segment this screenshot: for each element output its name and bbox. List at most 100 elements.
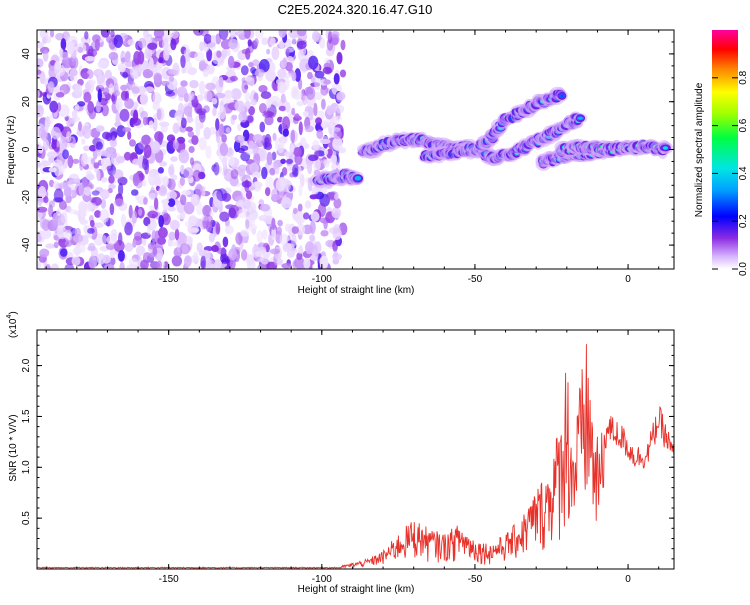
noise-blob: [66, 131, 72, 143]
noise-blob: [122, 71, 129, 79]
noise-blob: [183, 105, 193, 117]
noise-blob: [118, 64, 126, 73]
noise-blob: [211, 245, 219, 252]
noise-blob: [218, 76, 224, 88]
noise-blob: [62, 149, 69, 160]
noise-blob: [237, 123, 242, 132]
noise-blob: [240, 151, 251, 162]
noise-blob: [37, 261, 42, 269]
noise-blob: [209, 210, 215, 218]
noise-blob: [221, 48, 228, 59]
noise-blob: [163, 48, 170, 61]
noise-blob: [304, 200, 312, 209]
noise-blob: [238, 111, 248, 123]
noise-blob: [157, 167, 164, 174]
noise-blob: [298, 184, 303, 197]
signal-ridge: [553, 138, 674, 159]
noise-blob: [302, 111, 309, 117]
noise-blob: [309, 234, 316, 242]
noise-blob: [40, 229, 52, 240]
noise-blob: [42, 49, 49, 62]
noise-blob: [101, 177, 108, 183]
noise-blob: [37, 69, 42, 75]
noise-blob: [336, 91, 346, 101]
noise-blob: [271, 217, 276, 231]
noise-blob: [200, 255, 206, 269]
noise-blob: [56, 208, 62, 216]
noise-blob: [274, 137, 285, 148]
noise-blob: [266, 98, 272, 109]
noise-blob: [83, 145, 91, 152]
noise-blob: [146, 223, 152, 236]
noise-blob: [79, 219, 89, 225]
noise-blob: [135, 64, 142, 74]
noise-blob: [51, 263, 59, 269]
noise-blob: [216, 247, 227, 255]
noise-blob: [276, 258, 283, 266]
noise-blob: [269, 248, 280, 255]
noise-blob: [71, 109, 78, 119]
noise-blob: [102, 131, 111, 140]
noise-blob: [203, 43, 210, 53]
noise-blob: [180, 194, 187, 206]
noise-blob: [265, 176, 275, 190]
noise-blob: [199, 41, 204, 52]
noise-blob: [95, 141, 104, 150]
chart-title: C2E5.2024.320.16.47.G10: [278, 2, 433, 17]
noise-blob: [144, 86, 155, 93]
noise-blob: [37, 160, 41, 168]
noise-blob: [303, 212, 310, 220]
noise-blob: [100, 30, 110, 38]
noise-blob: [179, 176, 185, 186]
noise-blob: [149, 192, 156, 201]
noise-blob: [167, 178, 176, 191]
noise-blob: [143, 144, 152, 159]
noise-blob: [180, 55, 186, 68]
noise-blob: [219, 211, 230, 222]
noise-blob: [81, 138, 86, 145]
noise-blob: [312, 139, 320, 150]
colorbar-gradient: [712, 30, 738, 269]
noise-blob: [119, 108, 130, 122]
noise-blob: [180, 233, 187, 245]
svg-text:(x104): (x104): [6, 311, 19, 338]
noise-blob: [281, 197, 292, 209]
noise-blob: [257, 263, 267, 269]
noise-blob: [269, 167, 276, 176]
noise-blob: [169, 75, 175, 83]
noise-blob: [240, 145, 249, 151]
noise-blob: [291, 90, 303, 101]
noise-blob: [55, 32, 65, 41]
noise-blob: [330, 31, 340, 38]
noise-blob: [228, 207, 237, 219]
noise-blob: [80, 153, 88, 167]
noise-blob: [255, 30, 264, 39]
noise-blob: [249, 162, 259, 174]
noise-blob: [213, 162, 220, 176]
noise-blob: [308, 55, 319, 70]
noise-blob: [160, 80, 170, 87]
noise-blob: [326, 105, 334, 116]
noise-blob: [222, 236, 229, 248]
noise-blob: [110, 30, 115, 38]
noise-blob: [303, 257, 311, 269]
noise-blob: [296, 252, 303, 260]
y-tick-label: 0: [21, 146, 32, 152]
noise-blob: [137, 208, 143, 216]
noise-blob: [296, 100, 304, 107]
noise-blob: [45, 36, 52, 44]
noise-blob: [297, 203, 303, 212]
noise-blob: [285, 61, 293, 72]
noise-blob: [256, 230, 263, 243]
noise-blob: [150, 220, 157, 230]
noise-blob: [195, 123, 201, 137]
noise-blob: [153, 30, 165, 39]
noise-blob: [74, 183, 85, 196]
noise-blob: [227, 55, 235, 69]
noise-blob: [159, 184, 167, 194]
noise-blob: [78, 121, 82, 132]
noise-blob: [247, 39, 252, 47]
noise-blob: [294, 113, 300, 119]
noise-blob: [180, 80, 188, 87]
noise-blob: [245, 47, 251, 60]
